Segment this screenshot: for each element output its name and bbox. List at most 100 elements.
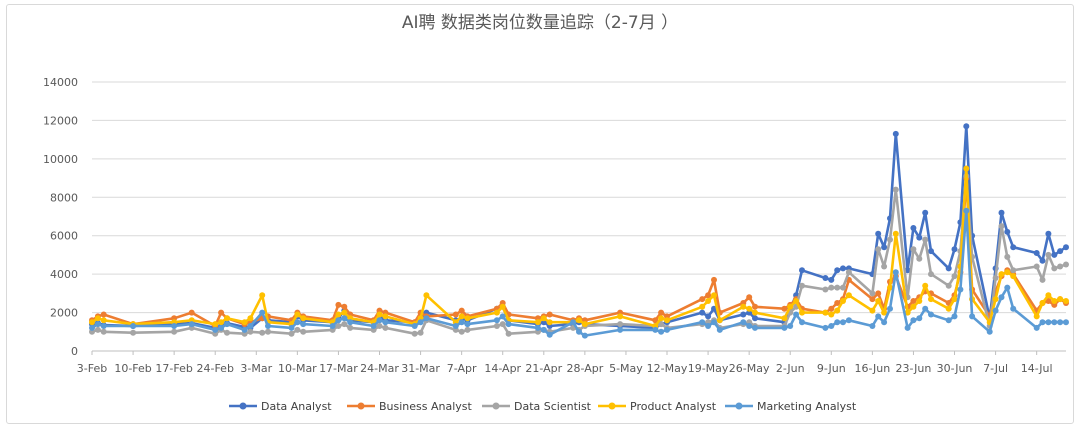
data-point: [241, 319, 248, 326]
data-point: [464, 326, 471, 333]
data-point: [752, 315, 758, 322]
data-point: [1039, 257, 1046, 264]
data-point: [992, 307, 999, 314]
data-point: [171, 328, 178, 335]
data-point: [581, 321, 588, 328]
data-point: [799, 319, 805, 326]
data-point: [916, 315, 923, 322]
data-point: [89, 324, 95, 331]
data-point: [887, 284, 893, 291]
x-tick-label: 3-Mar: [240, 362, 272, 375]
data-point: [963, 123, 970, 130]
data-point: [875, 313, 882, 320]
data-point: [212, 326, 219, 333]
data-point: [100, 311, 107, 318]
data-point: [1010, 273, 1017, 280]
chart-frame: [6, 4, 1074, 424]
data-point: [576, 328, 582, 335]
data-point: [188, 309, 195, 316]
data-point: [94, 326, 101, 333]
data-point: [992, 275, 999, 281]
data-point: [658, 328, 665, 335]
data-point: [1004, 228, 1011, 235]
data-point: [840, 265, 846, 272]
y-tick-label: 0: [71, 345, 78, 358]
data-point: [922, 282, 929, 289]
data-point: [822, 286, 829, 293]
data-point: [658, 315, 665, 322]
x-tick-label: 9-Jun: [817, 362, 846, 375]
data-point: [945, 282, 952, 289]
legend-label: Data Analyst: [261, 400, 332, 413]
y-tick-label: 14000: [43, 76, 78, 89]
data-point: [94, 315, 101, 322]
data-point: [1063, 298, 1069, 304]
data-point: [1051, 319, 1058, 326]
data-point: [218, 319, 225, 326]
data-point: [1033, 250, 1040, 256]
data-point: [922, 236, 929, 243]
data-point: [493, 309, 500, 316]
data-point: [664, 326, 670, 333]
x-tick-label: 10-Mar: [278, 362, 317, 375]
data-point: [464, 321, 471, 328]
data-point: [711, 276, 717, 283]
y-tick-label: 2000: [50, 307, 78, 320]
data-point: [887, 305, 893, 312]
data-point: [892, 130, 899, 137]
series-product-analyst: [89, 165, 1069, 329]
data-point: [1004, 284, 1011, 291]
x-tick-label: 14-Jul: [1021, 362, 1053, 375]
data-point: [799, 309, 805, 316]
series-marketing-analyst: [89, 207, 1069, 339]
data-point: [335, 301, 342, 308]
x-tick-label: 24-Mar: [360, 362, 399, 375]
data-point: [1033, 324, 1040, 331]
data-point: [828, 305, 835, 312]
data-point: [904, 309, 911, 316]
data-point: [787, 323, 794, 329]
x-tick-label: 3-Feb: [77, 362, 107, 375]
data-point: [570, 319, 577, 326]
data-point: [822, 309, 829, 316]
legend-label: Product Analyst: [630, 400, 717, 413]
data-point: [1004, 269, 1011, 276]
data-point: [1051, 265, 1058, 272]
data-point: [875, 298, 882, 304]
data-point: [499, 313, 506, 320]
legend-marker: [239, 402, 247, 410]
data-point: [869, 290, 876, 297]
data-point: [740, 311, 747, 318]
data-point: [458, 319, 465, 326]
data-point: [699, 296, 706, 303]
data-point: [259, 329, 266, 336]
data-point: [834, 284, 841, 291]
legend-marker: [735, 402, 743, 410]
x-tick-label: 30-Jun: [937, 362, 973, 375]
data-point: [998, 209, 1005, 216]
chart-title: AI聘 数据类岗位数量追踪（2-7月 ）: [402, 13, 678, 33]
data-point: [1057, 319, 1064, 326]
data-point: [828, 276, 835, 283]
data-point: [822, 275, 829, 281]
data-point: [752, 324, 758, 331]
data-point: [840, 319, 846, 326]
data-point: [1051, 298, 1058, 304]
data-point: [892, 230, 899, 237]
data-point: [705, 298, 712, 304]
data-point: [869, 296, 876, 303]
data-point: [740, 319, 747, 326]
data-point: [1039, 300, 1046, 306]
data-point: [910, 303, 917, 310]
data-point: [617, 321, 624, 328]
data-point: [452, 311, 459, 318]
data-point: [957, 286, 964, 293]
data-point: [1063, 244, 1069, 251]
data-point: [341, 315, 348, 322]
data-point: [746, 294, 753, 301]
legend-item: Business Analyst: [347, 400, 473, 413]
data-point: [130, 323, 137, 329]
data-point: [294, 319, 301, 326]
data-point: [705, 313, 712, 320]
data-point: [505, 330, 512, 337]
